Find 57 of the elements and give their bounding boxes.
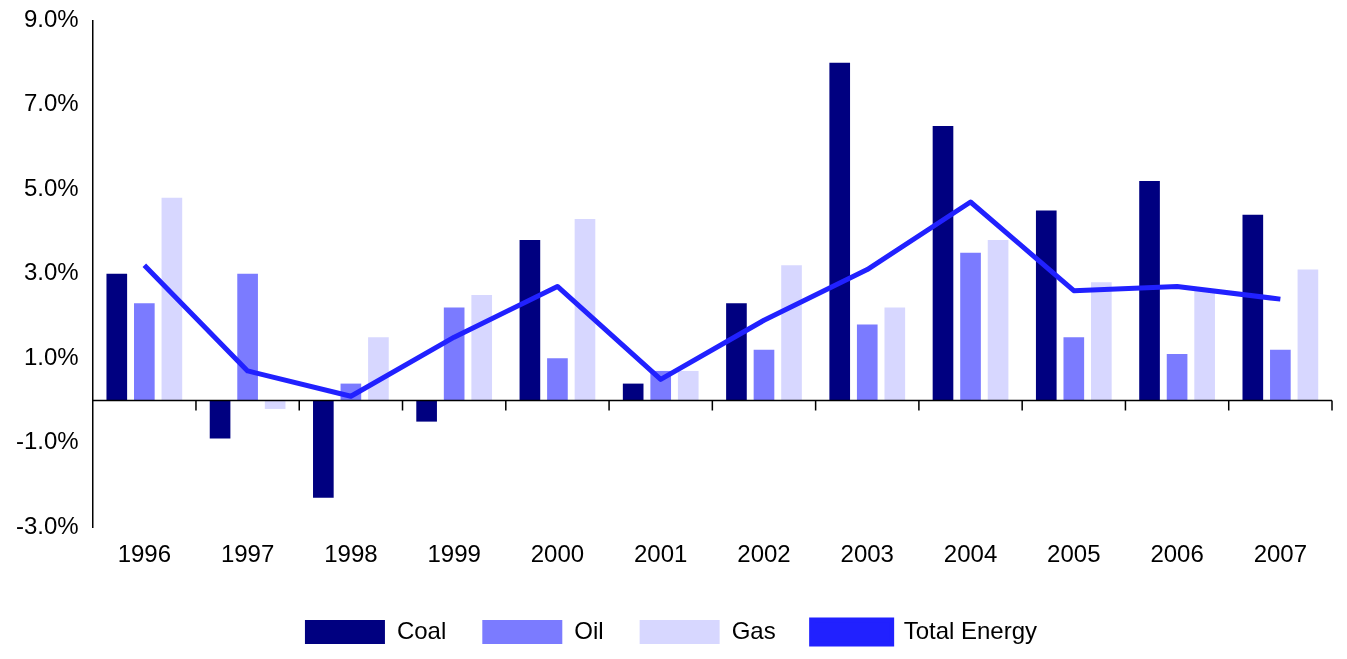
y-tick-label: 1.0% — [23, 342, 79, 370]
bar — [781, 265, 802, 401]
x-tick-label: 1999 — [427, 540, 481, 568]
bar — [1035, 210, 1057, 401]
bar — [1166, 354, 1188, 401]
bar — [416, 400, 437, 422]
x-tick-label: 2002 — [737, 540, 791, 568]
bar — [753, 349, 775, 401]
bar — [443, 307, 465, 401]
x-tick-label: 2004 — [943, 540, 998, 568]
x-tick-label: 2001 — [634, 540, 688, 568]
bar — [622, 383, 644, 401]
x-tick-label: 2003 — [840, 540, 894, 568]
bar — [368, 337, 389, 401]
bar — [209, 400, 231, 439]
bar — [237, 273, 258, 401]
bar — [677, 370, 699, 401]
bar — [1194, 290, 1215, 401]
bar — [519, 240, 541, 401]
y-tick-label: 3.0% — [23, 258, 79, 286]
bar — [1063, 337, 1085, 401]
x-tick-label: 2005 — [1047, 540, 1101, 568]
bar — [574, 218, 596, 401]
x-tick-label: 1996 — [117, 540, 172, 568]
x-tick-label: 2006 — [1150, 540, 1204, 568]
bar — [1091, 282, 1112, 401]
y-tick-label: -1.0% — [15, 427, 79, 455]
bar — [313, 400, 334, 498]
bar — [987, 240, 1009, 401]
y-tick-label: 9.0% — [23, 5, 79, 33]
bar — [134, 303, 155, 401]
bar — [856, 324, 878, 401]
x-tick-label: 1997 — [220, 540, 275, 568]
bar — [726, 303, 747, 401]
legend-label: Oil — [574, 616, 604, 644]
y-tick-label: 5.0% — [23, 173, 79, 201]
bar — [932, 125, 954, 401]
bar — [106, 273, 128, 401]
bar — [1270, 349, 1291, 401]
legend-label: Coal — [396, 616, 447, 644]
x-tick-label: 2000 — [530, 540, 585, 568]
bar — [884, 307, 906, 401]
x-tick-label: 1998 — [324, 540, 378, 568]
bar — [960, 252, 981, 401]
bar — [471, 294, 493, 401]
legend-label: Gas — [731, 616, 776, 644]
y-tick-label: -3.0% — [15, 511, 79, 539]
bar — [1242, 214, 1264, 401]
bar — [829, 62, 851, 401]
bar — [1297, 269, 1319, 401]
bar — [547, 358, 568, 401]
y-tick-label: 7.0% — [23, 89, 79, 117]
bar — [264, 400, 286, 409]
bar — [161, 197, 183, 401]
bar — [1139, 180, 1160, 401]
legend-label: Total Energy — [903, 616, 1038, 644]
x-tick-label: 2007 — [1253, 540, 1308, 568]
